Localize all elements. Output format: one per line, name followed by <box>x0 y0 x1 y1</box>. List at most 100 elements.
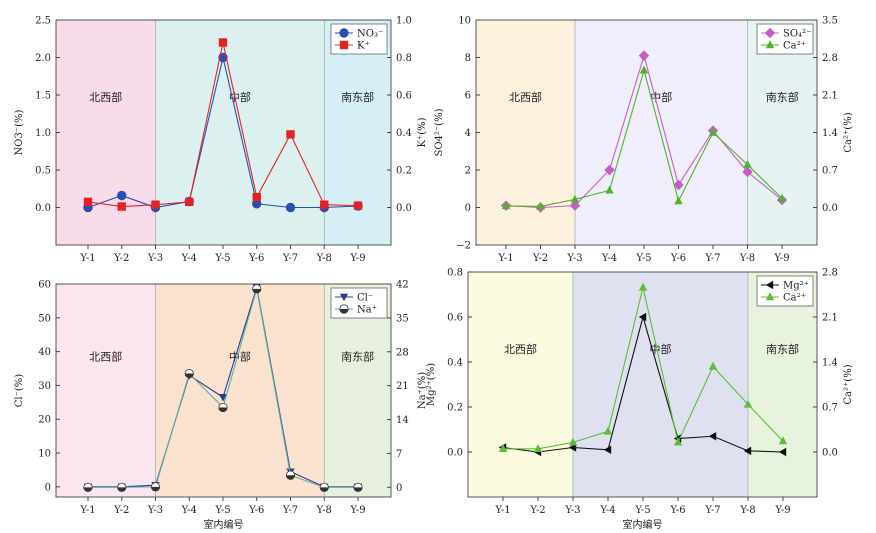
y2-tick-label: 21 <box>396 381 409 392</box>
x-tick-label: Y-8 <box>316 253 332 264</box>
series-1-point-fill <box>117 487 126 492</box>
y-tick-label: 0.0 <box>447 448 463 459</box>
y2-tick-label: 0 <box>396 483 402 494</box>
x-tick-label: Y-4 <box>181 253 197 264</box>
legend-label: Cl⁻ <box>357 293 373 304</box>
y2-axis-title: K⁺(%) <box>417 117 428 147</box>
x-tick-label: Y-8 <box>739 253 755 264</box>
series-1-point <box>184 368 194 379</box>
legend-marker <box>339 40 349 50</box>
series-1-point <box>603 426 613 435</box>
series-1-point-fill <box>320 487 329 492</box>
region-band <box>575 20 748 245</box>
y2-tick-label: 0.4 <box>396 128 412 139</box>
legend-label: Mg²⁺ <box>783 281 809 292</box>
x-tick-label: Y-4 <box>181 505 197 516</box>
series-1-point-fill <box>151 486 160 492</box>
y2-tick-label: 2.1 <box>822 91 838 102</box>
y-tick-label: 0.4 <box>447 358 463 369</box>
y-tick-label: 2.0 <box>35 53 51 64</box>
legend-marker <box>339 304 349 314</box>
x-tick-label: Y-1 <box>497 253 513 264</box>
region-band <box>56 284 156 497</box>
y2-tick-label: 2.1 <box>822 313 838 324</box>
x-tick-label: Y-3 <box>564 505 580 516</box>
y-tick-label: 0 <box>465 203 471 214</box>
x-tick-label: Y-9 <box>773 253 789 264</box>
series-1-point <box>498 444 508 452</box>
series-1-point-fill <box>252 288 261 294</box>
series-1-point <box>708 127 718 136</box>
series-1-point <box>185 197 194 207</box>
x-tick-label: Y-7 <box>704 253 720 264</box>
series-1-point-fill <box>353 487 363 492</box>
region-label: 北西部 <box>504 342 537 356</box>
series-0-point <box>603 445 612 454</box>
region-label: 南东部 <box>766 342 799 356</box>
x-tick-label: Y-5 <box>214 505 230 516</box>
legend-marker <box>764 27 776 39</box>
chart-panel-bottom-right: 北西部 中部 南东部 0.0 0.2 0.4 0.6 0.8 0.0 0.7 1.4 2.1 2.8 Y-… <box>426 268 854 532</box>
y-tick-label: 60 <box>38 280 51 291</box>
region-label: 北西部 <box>509 90 542 104</box>
series-0-point <box>569 200 581 211</box>
series-0-point <box>218 394 228 402</box>
y2-tick-label: 0.6 <box>396 91 412 102</box>
y-tick-label: 40 <box>38 347 51 358</box>
y2-axis-title: Ca²⁺(%) <box>843 364 854 404</box>
y-tick-label: 30 <box>38 381 51 392</box>
y2-tick-label: 1.4 <box>822 358 838 369</box>
x-tick-label: Y-4 <box>601 253 617 264</box>
x-tick-label: Y-3 <box>147 253 163 264</box>
y-tick-label: 8 <box>465 53 471 64</box>
y-tick-label: 2.5 <box>35 16 51 27</box>
legend-marker <box>765 40 775 49</box>
y2-tick-label: 0.0 <box>396 203 412 214</box>
y-tick-label: 4 <box>465 128 471 139</box>
x-axis-title: 室内编号 <box>204 518 244 531</box>
y-tick-label: 1.0 <box>35 128 51 139</box>
series-1-point <box>570 194 580 203</box>
y2-tick-label: 0.0 <box>822 448 838 459</box>
legend-marker-fill <box>339 309 349 314</box>
series-1-point-fill <box>218 407 228 412</box>
chart-panel-top-left: 北西部 中部 南东部0.00.51.01.52.02.50.00.20.40.60.… <box>14 16 428 265</box>
x-tick-label: Y-1 <box>79 505 95 516</box>
x-tick-label: Y-2 <box>532 253 548 264</box>
legend: Cl⁻Na⁺ <box>330 287 388 319</box>
y2-tick-label: 0.7 <box>822 166 838 177</box>
legend-box <box>756 23 814 55</box>
series-0-point <box>708 432 717 441</box>
y2-tick-label: 2.8 <box>822 268 838 279</box>
region-label: 北西部 <box>89 350 122 364</box>
series-0-point <box>638 50 650 61</box>
series-1-point <box>252 192 261 202</box>
region-band <box>476 20 575 245</box>
region-label: 中部 <box>229 350 251 364</box>
region-band <box>56 20 156 245</box>
x-tick-label: Y-5 <box>214 253 230 264</box>
y2-axis-title: Ca²⁺(%) <box>843 112 854 152</box>
x-tick-label: Y-1 <box>494 505 510 516</box>
x-tick-label: Y-6 <box>669 505 685 516</box>
series-1-point <box>252 284 262 294</box>
legend-marker <box>339 28 349 38</box>
series-1-point <box>285 470 296 480</box>
series-1-point-fill <box>185 373 194 378</box>
y2-tick-label: 1.4 <box>822 128 838 139</box>
x-tick-label: Y-5 <box>635 253 651 264</box>
legend-label: SO₄²⁻ <box>783 29 811 40</box>
series-1-point <box>83 482 93 492</box>
series-1-point <box>353 201 363 210</box>
series-1-point <box>320 200 329 209</box>
legend: NO₃⁻K⁺ <box>330 23 388 55</box>
region-label: 北西部 <box>89 90 122 104</box>
x-tick-label: Y-9 <box>349 505 365 516</box>
series-1-point <box>151 200 160 209</box>
series-1-point <box>638 282 648 291</box>
y2-tick-label: 35 <box>396 313 409 324</box>
y-tick-label: 50 <box>38 313 51 324</box>
legend-box <box>330 287 388 319</box>
y-axis-title: SO4²⁻(%) <box>434 108 445 156</box>
